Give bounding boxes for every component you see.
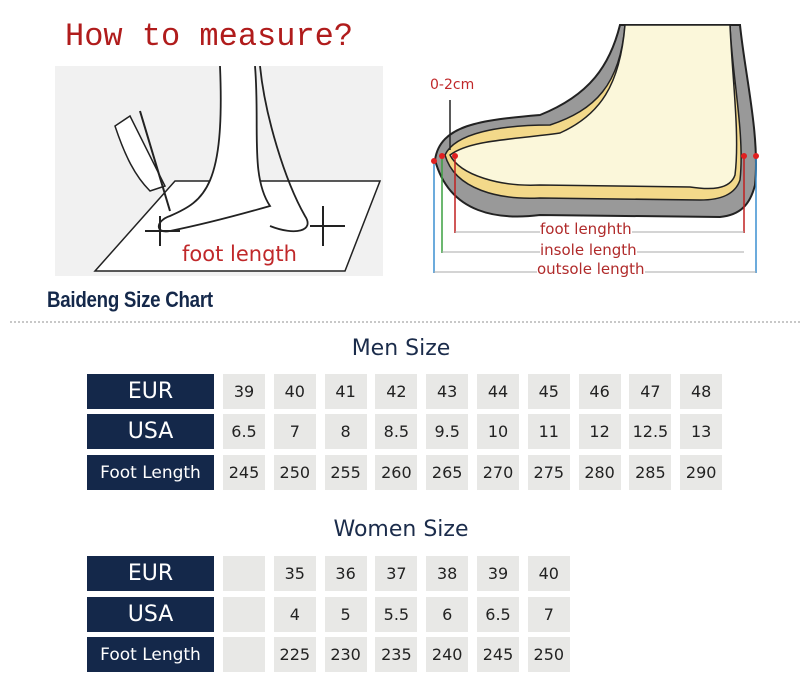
- size-cell: [223, 597, 265, 632]
- size-cell: 12.5: [629, 414, 672, 449]
- size-cell: 265: [426, 455, 469, 490]
- shoe-diagram: 0-2cm foot lenghth insole length outsole…: [420, 15, 780, 280]
- size-cell: 39: [223, 374, 265, 409]
- size-cell: 9.5: [426, 414, 469, 449]
- size-cell: 11: [527, 414, 570, 449]
- height-note: 0-2cm: [430, 77, 475, 93]
- size-cell: 45: [527, 374, 570, 409]
- size-cell: 255: [324, 455, 367, 490]
- size-cell: 4: [273, 597, 316, 632]
- size-cell: 235: [375, 637, 418, 672]
- size-cell: 6: [426, 597, 469, 632]
- foot-length-measure-label: foot lenghth: [540, 220, 632, 238]
- size-cell: 40: [527, 556, 570, 591]
- size-cell: 260: [375, 455, 418, 490]
- size-cell: 46: [578, 374, 621, 409]
- size-cell: 36: [324, 556, 367, 591]
- size-cell: 12: [578, 414, 621, 449]
- size-cell: 270: [477, 455, 519, 490]
- size-cell: 39: [477, 556, 519, 591]
- size-cell: 48: [680, 374, 723, 409]
- row-label: Foot Length: [87, 455, 214, 490]
- row-label: USA: [87, 597, 214, 632]
- size-cell: [223, 637, 265, 672]
- foot-on-paper-drawing: [93, 65, 382, 272]
- size-cell: 8: [324, 414, 367, 449]
- size-cell: [223, 556, 265, 591]
- size-cell: 290: [680, 455, 723, 490]
- size-cell: 42: [375, 374, 418, 409]
- size-cell: 6.5: [477, 597, 519, 632]
- shoe-cross-section-drawing: [431, 24, 759, 273]
- row-label: EUR: [87, 556, 214, 591]
- size-cell: 8.5: [375, 414, 418, 449]
- size-cell: 35: [273, 556, 316, 591]
- size-cell: 225: [273, 637, 316, 672]
- size-cell: 37: [375, 556, 418, 591]
- outsole-length-label: outsole length: [537, 260, 645, 278]
- brand-title: Baideng Size Chart: [47, 287, 213, 312]
- row-label: USA: [87, 414, 214, 449]
- foot-length-label: foot length: [182, 242, 297, 266]
- size-cell: 41: [324, 374, 367, 409]
- size-cell: 5: [324, 597, 367, 632]
- size-cell: 250: [273, 455, 316, 490]
- size-cell: 38: [426, 556, 469, 591]
- insole-length-label: insole length: [540, 241, 637, 259]
- size-cell: 230: [324, 637, 367, 672]
- size-cell: 13: [680, 414, 723, 449]
- size-cell: 245: [223, 455, 265, 490]
- size-cell: 40: [273, 374, 316, 409]
- size-cell: 280: [578, 455, 621, 490]
- page-title: How to measure?: [65, 18, 354, 55]
- women-size-title: Women Size: [333, 517, 469, 542]
- measuring-illustration: foot length: [55, 65, 383, 276]
- size-cell: 47: [629, 374, 672, 409]
- size-cell: 5.5: [375, 597, 418, 632]
- size-cell: 10: [477, 414, 519, 449]
- size-cell: 7: [527, 597, 570, 632]
- size-cell: 43: [426, 374, 469, 409]
- size-cell: 7: [273, 414, 316, 449]
- size-cell: 245: [477, 637, 519, 672]
- row-label: Foot Length: [87, 637, 214, 672]
- size-cell: 240: [426, 637, 469, 672]
- size-cell: 285: [629, 455, 672, 490]
- size-cell: 275: [527, 455, 570, 490]
- size-cell: 6.5: [223, 414, 265, 449]
- men-size-title: Men Size: [351, 336, 451, 361]
- dotted-divider: [10, 321, 800, 323]
- size-cell: 44: [477, 374, 519, 409]
- size-cell: 250: [527, 637, 570, 672]
- row-label: EUR: [87, 374, 214, 409]
